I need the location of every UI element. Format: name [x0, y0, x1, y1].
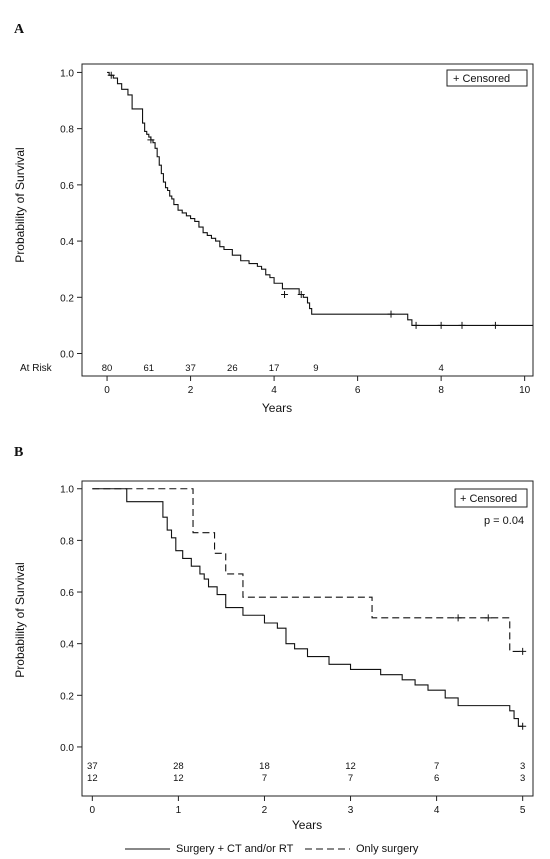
at-risk-count: 12 [345, 761, 356, 772]
at-risk-count: 6 [434, 773, 439, 784]
at-risk-count: 17 [269, 363, 280, 374]
at-risk-count: 61 [144, 363, 155, 374]
y-tick-label: 0.6 [60, 181, 74, 192]
censor-mark [412, 321, 420, 329]
at-risk-count: 7 [262, 773, 267, 784]
y-tick-label: 0.6 [60, 588, 74, 599]
x-tick-label: 4 [434, 805, 440, 816]
panel-b-y-axis: 0.0 0.2 0.4 0.6 0.8 1.0 [60, 485, 82, 754]
censor-mark [458, 321, 466, 329]
censor-mark [281, 290, 289, 298]
panel-a-x-axis-label: Years [262, 401, 292, 415]
at-risk-count: 26 [227, 363, 238, 374]
at-risk-count: 12 [173, 773, 184, 784]
at-risk-count: 7 [434, 761, 439, 772]
censor-mark [437, 321, 445, 329]
censor-mark [387, 310, 395, 318]
y-tick-label: 0.8 [60, 536, 74, 547]
panel-b-x-axis: 0 1 2 3 4 5 [90, 796, 526, 816]
at-risk-count: 4 [438, 363, 443, 374]
x-tick-label: 0 [104, 385, 110, 396]
panel-a-legend: + Censored [446, 69, 528, 87]
y-tick-label: 0.4 [60, 640, 74, 651]
panel-a-letter: A [14, 22, 25, 37]
panel-a-plot-frame [81, 63, 534, 377]
x-tick-label: 1 [176, 805, 182, 816]
y-tick-label: 0.4 [60, 237, 74, 248]
legend-label-only-surgery: Only surgery [356, 843, 419, 855]
y-tick-label: 0.8 [60, 125, 74, 136]
x-tick-label: 4 [271, 385, 277, 396]
panel-a: A 0.0 0.2 0.4 0.6 0.8 1.0 0 2 4 6 8 10 Probability… [13, 22, 534, 415]
x-tick-label: 6 [355, 385, 361, 396]
y-tick-label: 0.0 [60, 350, 74, 361]
panel-b-plot-frame [81, 480, 534, 797]
panel-b-curves [92, 488, 527, 730]
at-risk-count: 80 [102, 363, 113, 374]
at-risk-count: 28 [173, 761, 184, 772]
censor-mark [491, 321, 499, 329]
panel-a-at-risk-counts: 80 61 37 26 17 9 4 [102, 363, 444, 374]
at-risk-count: 12 [87, 773, 98, 784]
panel-a-y-axis-label: Probability of Survival [13, 147, 27, 262]
panel-a-y-axis: 0.0 0.2 0.4 0.6 0.8 1.0 [60, 68, 82, 361]
censor-mark [519, 722, 527, 730]
panel-b-at-risk-counts: 37 28 18 12 7 312 12 7 7 6 3 [87, 761, 525, 784]
x-tick-label: 3 [348, 805, 354, 816]
at-risk-count: 3 [520, 761, 525, 772]
x-tick-label: 2 [188, 385, 194, 396]
panel-a-at-risk-label: At Risk [20, 363, 53, 374]
survival-curve-solid [92, 488, 523, 727]
panel-a-curves [107, 71, 533, 329]
x-tick-label: 10 [519, 385, 531, 396]
y-tick-label: 0.0 [60, 743, 74, 754]
censor-mark [519, 647, 527, 655]
y-tick-label: 0.2 [60, 691, 74, 702]
panel-b-x-axis-label: Years [292, 818, 322, 832]
y-tick-label: 1.0 [60, 485, 74, 496]
at-risk-count: 18 [259, 761, 270, 772]
panel-a-legend-box [446, 69, 528, 87]
panel-a-x-axis: 0 2 4 6 8 10 [104, 376, 531, 396]
x-tick-label: 2 [262, 805, 268, 816]
at-risk-count: 37 [185, 363, 196, 374]
y-tick-label: 0.2 [60, 293, 74, 304]
censor-mark [297, 290, 305, 298]
y-tick-label: 1.0 [60, 68, 74, 79]
panel-b-letter: B [14, 445, 23, 460]
panel-b-p-value: p = 0.04 [484, 515, 524, 527]
panel-a-legend-text: + Censored [453, 73, 510, 85]
x-tick-label: 8 [438, 385, 444, 396]
panel-b-legend: + Censored [454, 488, 528, 508]
censor-mark [107, 71, 115, 79]
censor-mark [484, 614, 492, 622]
censor-mark [454, 614, 462, 622]
at-risk-count: 7 [348, 773, 353, 784]
survival-curve-dashed [92, 488, 523, 652]
x-tick-label: 5 [520, 805, 526, 816]
x-tick-label: 0 [90, 805, 96, 816]
panel-b-legend-text: + Censored [460, 493, 517, 505]
at-risk-count: 9 [313, 363, 318, 374]
panel-b-y-axis-label: Probability of Survival [13, 562, 27, 677]
at-risk-count: 37 [87, 761, 98, 772]
series-legend: Surgery + CT and/or RT Only surgery [125, 843, 419, 855]
censor-mark [147, 136, 155, 144]
legend-label-surgery-ct-rt: Surgery + CT and/or RT [176, 843, 294, 855]
panel-b-legend-box [454, 488, 528, 508]
at-risk-count: 3 [520, 773, 525, 784]
survival-curve-solid [107, 71, 533, 326]
